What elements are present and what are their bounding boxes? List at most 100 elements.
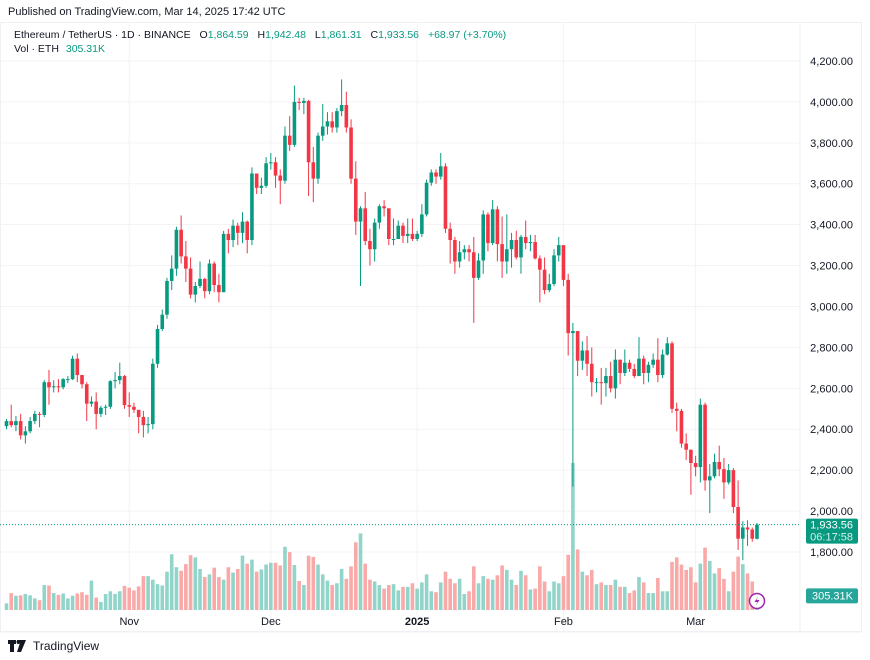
candle-body <box>42 382 47 415</box>
candle-body <box>94 401 98 414</box>
candle <box>42 380 47 417</box>
candle <box>490 200 495 246</box>
candle-body <box>226 233 231 241</box>
volume-bar <box>259 569 264 610</box>
price-tick-label: 1,800.00 <box>810 547 853 559</box>
volume-bar <box>462 593 467 610</box>
candle <box>420 204 424 237</box>
candle <box>453 236 457 274</box>
candle-body <box>679 410 684 444</box>
candle <box>623 349 627 377</box>
tradingview-logo[interactable]: TradingView <box>8 639 99 653</box>
candle <box>585 336 589 377</box>
volume-bar <box>575 549 580 610</box>
volume-bar <box>344 578 349 610</box>
volume-bar <box>420 582 424 610</box>
volume-bar <box>33 598 37 610</box>
volume-bar <box>316 564 320 610</box>
candle <box>448 222 452 264</box>
candle <box>405 218 410 244</box>
candle <box>23 426 28 444</box>
candle-body <box>254 173 259 188</box>
candle <box>344 91 349 133</box>
candle-body <box>505 249 509 262</box>
candle <box>141 410 146 438</box>
time-tick-label: Dec <box>261 616 281 628</box>
volume-bar <box>528 589 533 610</box>
volume-row: Vol · ETH 305.31K <box>14 42 506 56</box>
volume-bar <box>674 557 679 610</box>
volume-bar <box>184 564 188 610</box>
volume-bar <box>707 561 712 610</box>
time-tick-label: 2025 <box>405 616 429 628</box>
candle <box>37 411 42 428</box>
candle-body <box>637 358 641 377</box>
candle <box>665 337 670 356</box>
volume-bar <box>37 600 42 610</box>
candle <box>434 169 438 184</box>
candle <box>528 234 533 252</box>
candle <box>269 153 273 170</box>
candle <box>368 228 372 266</box>
candle-body <box>755 524 759 539</box>
candle-body <box>283 135 287 181</box>
candle <box>415 230 419 242</box>
candle-body <box>136 409 141 417</box>
candle-body <box>160 314 165 329</box>
candle <box>731 468 736 514</box>
volume-bar <box>169 554 174 610</box>
candle-body <box>396 225 401 239</box>
volume-bar <box>212 567 216 610</box>
candle-body <box>726 470 731 483</box>
volume-bar <box>641 582 646 610</box>
candle <box>184 241 188 282</box>
volume-bar <box>4 603 9 610</box>
candle <box>316 132 320 184</box>
candle-body <box>358 208 363 222</box>
candle <box>552 249 556 287</box>
candle-body <box>184 256 188 269</box>
volume-bar <box>410 583 415 610</box>
candle-body <box>217 285 221 293</box>
candle <box>56 379 61 393</box>
candle-body <box>547 283 552 291</box>
lightning-icon[interactable] <box>748 592 766 610</box>
volume-bar <box>566 554 570 610</box>
volume-bar <box>240 555 245 610</box>
candle <box>707 464 712 514</box>
volume-bar <box>599 582 604 610</box>
candle-body <box>330 121 334 128</box>
volume-bar <box>179 570 183 610</box>
candle-body <box>571 331 575 334</box>
volume-bar <box>325 580 330 610</box>
candle-body <box>377 206 382 223</box>
candle-body <box>641 358 646 373</box>
volume-bar <box>108 591 113 610</box>
candle <box>632 363 637 379</box>
volume-bar <box>580 571 585 610</box>
volume-bar <box>292 565 297 610</box>
candle <box>273 157 278 188</box>
candle <box>61 378 65 390</box>
candle-body <box>703 404 707 481</box>
candle <box>231 219 235 248</box>
symbol-title[interactable]: Ethereum / TetherUS · 1D · BINANCE <box>14 29 191 41</box>
candle <box>722 457 726 499</box>
volume-bar <box>693 582 698 610</box>
volume-bar <box>349 566 353 610</box>
volume-bar <box>89 580 94 610</box>
ohlc-row: Ethereum / TetherUS · 1D · BINANCE O1,86… <box>14 28 506 42</box>
candle-body <box>533 242 537 259</box>
candle <box>481 210 486 274</box>
candle <box>358 206 363 287</box>
volume-bar <box>47 585 51 610</box>
low-label: L <box>314 29 321 41</box>
candle-body <box>523 236 528 244</box>
candle-body <box>387 208 391 239</box>
candle <box>188 257 193 299</box>
volume-bar <box>741 564 745 610</box>
candle <box>641 355 646 385</box>
candle <box>401 222 405 244</box>
candle-body <box>122 376 127 406</box>
